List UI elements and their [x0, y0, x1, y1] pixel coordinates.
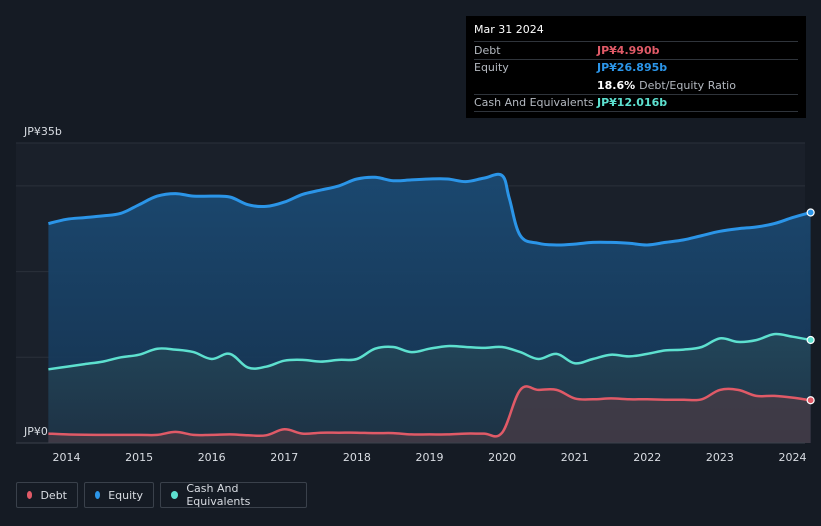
x-tick-label: 2014 — [53, 451, 81, 464]
equity-line — [48, 172, 812, 247]
debt-end-marker — [806, 396, 815, 405]
cash-end-marker — [806, 335, 815, 345]
tooltip-debt-label: Debt — [474, 43, 501, 57]
tooltip-row-equity: Equity JP¥26.895b — [474, 58, 798, 77]
x-tick-label: 2022 — [633, 451, 661, 464]
legend-item-equity[interactable]: Equity — [84, 482, 154, 508]
x-tick-label: 2024 — [779, 451, 807, 464]
x-tick-label: 2018 — [343, 451, 371, 464]
legend: Debt Equity Cash And Equivalents — [16, 482, 307, 510]
x-axis: 2014 2015 2016 2017 2018 2019 2020 2021 2022 2023… — [53, 451, 807, 464]
tooltip-row-cash: Cash And Equivalents JP¥12.016b — [474, 93, 798, 112]
y-axis-min-label: JP¥0 — [23, 425, 48, 438]
legend-cash-dot — [171, 491, 179, 499]
legend-equity-label: Equity — [108, 488, 143, 502]
legend-debt-dot — [27, 491, 33, 499]
x-tick-label: 2015 — [125, 451, 153, 464]
debt-line — [48, 385, 811, 438]
tooltip-ratio-value: 18.6% — [597, 78, 636, 92]
equity-end-marker — [806, 208, 815, 217]
x-tick-label: 2020 — [488, 451, 516, 464]
x-tick-label: 2017 — [270, 451, 298, 464]
tooltip-date: Mar 31 2024 — [474, 23, 544, 36]
tooltip-debt-value: JP¥4.990b — [597, 43, 660, 57]
tooltip-equity-label: Equity — [474, 61, 509, 75]
tooltip-panel: Mar 31 2024 Debt JP¥4.990b Equity JP¥26.… — [466, 16, 806, 118]
y-axis-max-label: JP¥35b — [23, 125, 62, 138]
x-tick-label: 2016 — [198, 451, 226, 464]
legend-debt-label: Debt — [40, 488, 67, 502]
debt-area — [48, 386, 811, 443]
cash-line — [48, 332, 811, 371]
legend-item-debt[interactable]: Debt — [16, 482, 78, 508]
tooltip-row-ratio: 18.6% Debt/Equity Ratio — [474, 76, 798, 94]
end-markers — [806, 208, 815, 405]
legend-cash-label: Cash And Equivalents — [186, 482, 251, 508]
x-tick-label: 2019 — [416, 451, 444, 464]
legend-item-cash[interactable]: Cash And Equivalents — [160, 482, 307, 508]
x-tick-label: 2023 — [706, 451, 734, 464]
tooltip-ratio-label: Debt/Equity Ratio — [639, 78, 736, 92]
tooltip-cash-value: JP¥12.016b — [597, 96, 668, 110]
x-tick-label: 2021 — [561, 451, 589, 464]
tooltip-cash-label: Cash And Equivalents — [474, 96, 594, 110]
tooltip-equity-value: JP¥26.895b — [597, 61, 668, 75]
tooltip-row-debt: Debt JP¥4.990b — [474, 41, 798, 59]
legend-equity-dot — [95, 491, 101, 499]
